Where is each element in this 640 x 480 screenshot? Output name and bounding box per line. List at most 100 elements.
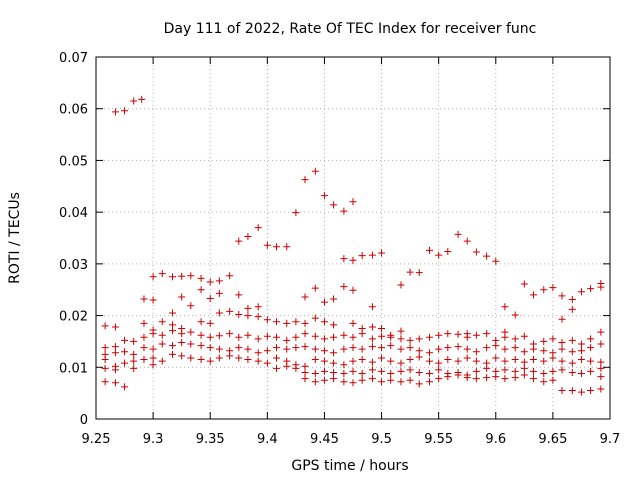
- data-point-mid: [244, 345, 252, 353]
- data-point-low: [320, 367, 328, 375]
- data-point-low: [540, 357, 548, 365]
- data-point-upper: [549, 284, 557, 292]
- data-point-mid: [501, 345, 509, 353]
- data-point-high: [415, 269, 423, 277]
- data-point-mid: [130, 337, 138, 345]
- data-point-high: [330, 201, 338, 209]
- data-point-low: [540, 378, 548, 386]
- data-point-high: [111, 108, 119, 116]
- data-point-mid: [597, 340, 605, 348]
- data-point-mid: [330, 321, 338, 329]
- data-point-mid: [254, 335, 262, 343]
- data-point-low: [340, 369, 348, 377]
- data-point-low: [197, 356, 205, 364]
- data-point-mid: [358, 325, 366, 332]
- data-point-mid: [577, 347, 585, 355]
- data-point-mid: [140, 344, 148, 352]
- data-point-mid: [472, 348, 480, 356]
- data-point-upper: [187, 302, 195, 310]
- data-point-low: [378, 378, 386, 386]
- data-point-low: [368, 358, 376, 366]
- data-point-low: [435, 366, 443, 374]
- data-point-upper: [540, 286, 548, 294]
- data-point-low: [558, 387, 566, 395]
- data-point-mid: [197, 342, 205, 350]
- data-point-mid: [235, 344, 243, 352]
- data-point-upper: [187, 272, 195, 280]
- data-point-mid: [587, 335, 595, 343]
- data-point-low: [387, 376, 395, 384]
- data-point-mid: [406, 344, 414, 352]
- data-point-low: [549, 367, 557, 375]
- data-point-mid: [340, 331, 348, 339]
- data-point-low: [121, 359, 129, 367]
- data-point-high: [272, 243, 280, 251]
- data-point-upper: [558, 315, 566, 323]
- data-point-high: [349, 256, 357, 264]
- x-tick-label: 9.6: [485, 432, 506, 447]
- data-point-low: [349, 357, 357, 365]
- data-point-low: [520, 371, 528, 379]
- data-point-low: [415, 368, 423, 376]
- data-point-upper: [215, 289, 223, 297]
- data-point-mid: [406, 336, 414, 344]
- data-point-low: [415, 380, 423, 388]
- data-point-upper: [568, 305, 576, 313]
- data-point-low: [406, 376, 414, 384]
- data-point-upper: [301, 293, 309, 301]
- data-point-low: [301, 362, 309, 370]
- data-point-low: [435, 375, 443, 383]
- data-point-low: [215, 354, 223, 362]
- data-point-low: [587, 387, 595, 395]
- data-point-mid: [226, 307, 234, 315]
- data-point-mid: [283, 336, 291, 344]
- data-point-mid: [320, 347, 328, 355]
- data-point-low: [311, 356, 319, 364]
- data-point-mid: [378, 325, 386, 332]
- data-point-high: [235, 237, 243, 245]
- data-point-upper: [235, 291, 243, 299]
- data-point-low: [520, 358, 528, 366]
- data-point-low: [283, 362, 291, 370]
- x-tick-label: 9.7: [600, 432, 621, 447]
- data-point-low: [444, 356, 452, 364]
- data-point-mid: [577, 340, 585, 348]
- data-point-mid: [178, 325, 186, 332]
- data-point-low: [492, 373, 500, 381]
- data-point-mid: [387, 342, 395, 350]
- data-point-low: [529, 356, 537, 364]
- data-point-low: [577, 388, 585, 396]
- data-point-low: [121, 383, 129, 391]
- data-point-high: [492, 257, 500, 265]
- data-point-upper: [178, 272, 186, 280]
- data-point-upper: [111, 323, 119, 331]
- data-point-low: [558, 366, 566, 374]
- data-point-upper: [158, 270, 166, 278]
- data-point-high: [138, 95, 146, 103]
- data-point-upper: [158, 318, 166, 326]
- data-point-low: [378, 354, 386, 362]
- data-point-low: [511, 356, 519, 364]
- data-point-mid: [272, 344, 280, 352]
- data-point-upper: [149, 296, 157, 304]
- y-tick-label: 0.02: [59, 310, 88, 325]
- data-point-mid: [215, 332, 223, 340]
- data-point-mid: [311, 314, 319, 322]
- data-point-mid: [415, 335, 423, 343]
- data-point-mid: [263, 347, 271, 355]
- data-point-high: [301, 176, 309, 184]
- data-point-low: [568, 359, 576, 367]
- data-point-low: [397, 359, 405, 367]
- data-point-mid: [187, 328, 195, 336]
- data-point-low: [187, 354, 195, 362]
- data-point-mid: [169, 342, 177, 350]
- data-point-low: [597, 358, 605, 366]
- data-point-upper: [501, 303, 509, 311]
- data-point-upper: [597, 283, 605, 291]
- y-tick-label: 0: [80, 413, 88, 428]
- x-tick-label: 9.5: [371, 432, 392, 447]
- data-point-low: [340, 361, 348, 369]
- data-point-low: [483, 364, 491, 372]
- data-point-low: [140, 356, 148, 364]
